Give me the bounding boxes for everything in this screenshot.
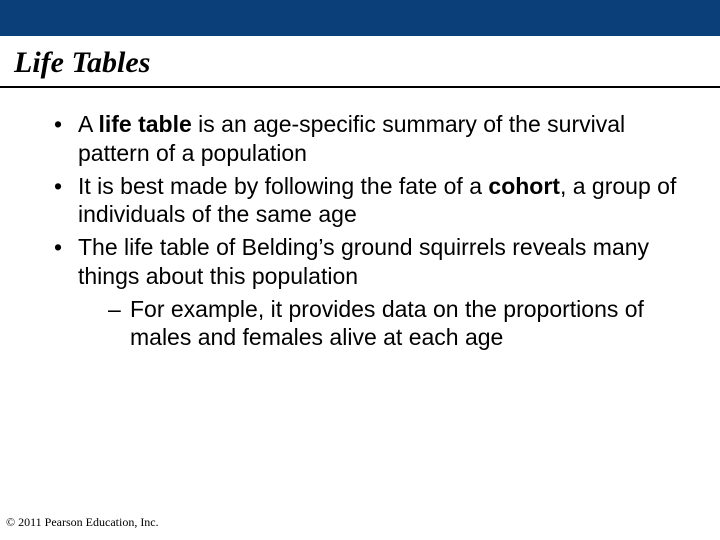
- copyright-text: © 2011 Pearson Education, Inc.: [6, 515, 159, 530]
- bullet-item: It is best made by following the fate of…: [48, 172, 692, 230]
- slide-title: Life Tables: [0, 36, 720, 86]
- text-run: It is best made by following the fate of…: [78, 173, 488, 199]
- bullet-item: A life table is an age-specific summary …: [48, 110, 692, 168]
- bullet-item: The life table of Belding’s ground squir…: [48, 233, 692, 352]
- sub-bullet-item: For example, it provides data on the pro…: [108, 295, 692, 353]
- text-run: For example, it provides data on the pro…: [130, 296, 644, 351]
- text-run: The life table of Belding’s ground squir…: [78, 234, 649, 289]
- text-run: A: [78, 111, 98, 137]
- text-run-bold: life table: [98, 111, 191, 137]
- sub-bullet-list: For example, it provides data on the pro…: [108, 295, 692, 353]
- slide-content: A life table is an age-specific summary …: [0, 88, 720, 352]
- bullet-list: A life table is an age-specific summary …: [48, 110, 692, 352]
- text-run-bold: cohort: [488, 173, 560, 199]
- top-band: [0, 0, 720, 36]
